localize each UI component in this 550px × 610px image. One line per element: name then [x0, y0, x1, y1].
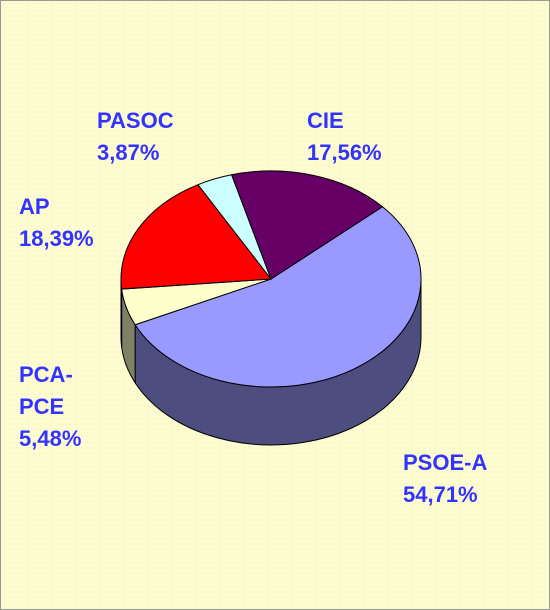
slice-label: PCA-PCE 5,48%: [19, 359, 89, 455]
slice: [134, 206, 422, 388]
slice-label: PSOE-A 54,71%: [403, 447, 523, 511]
slice: [230, 170, 384, 280]
value-label: 3,87%: [97, 140, 160, 165]
value-label: 17,56%: [307, 140, 382, 165]
value-label: 18,39%: [19, 226, 94, 251]
slice-label: AP 18,39%: [19, 191, 129, 255]
category-label: AP: [19, 194, 50, 219]
slice: [120, 184, 272, 290]
category-label: PCA-PCE: [19, 362, 73, 419]
value-label: 5,48%: [19, 426, 82, 451]
slice-label: CIE 17,56%: [307, 105, 427, 169]
slice-label: PASOC 3,87%: [97, 105, 227, 169]
category-label: PASOC: [97, 108, 174, 133]
category-label: CIE: [307, 108, 344, 133]
category-label: PSOE-A: [403, 450, 488, 475]
value-label: 54,71%: [403, 482, 478, 507]
